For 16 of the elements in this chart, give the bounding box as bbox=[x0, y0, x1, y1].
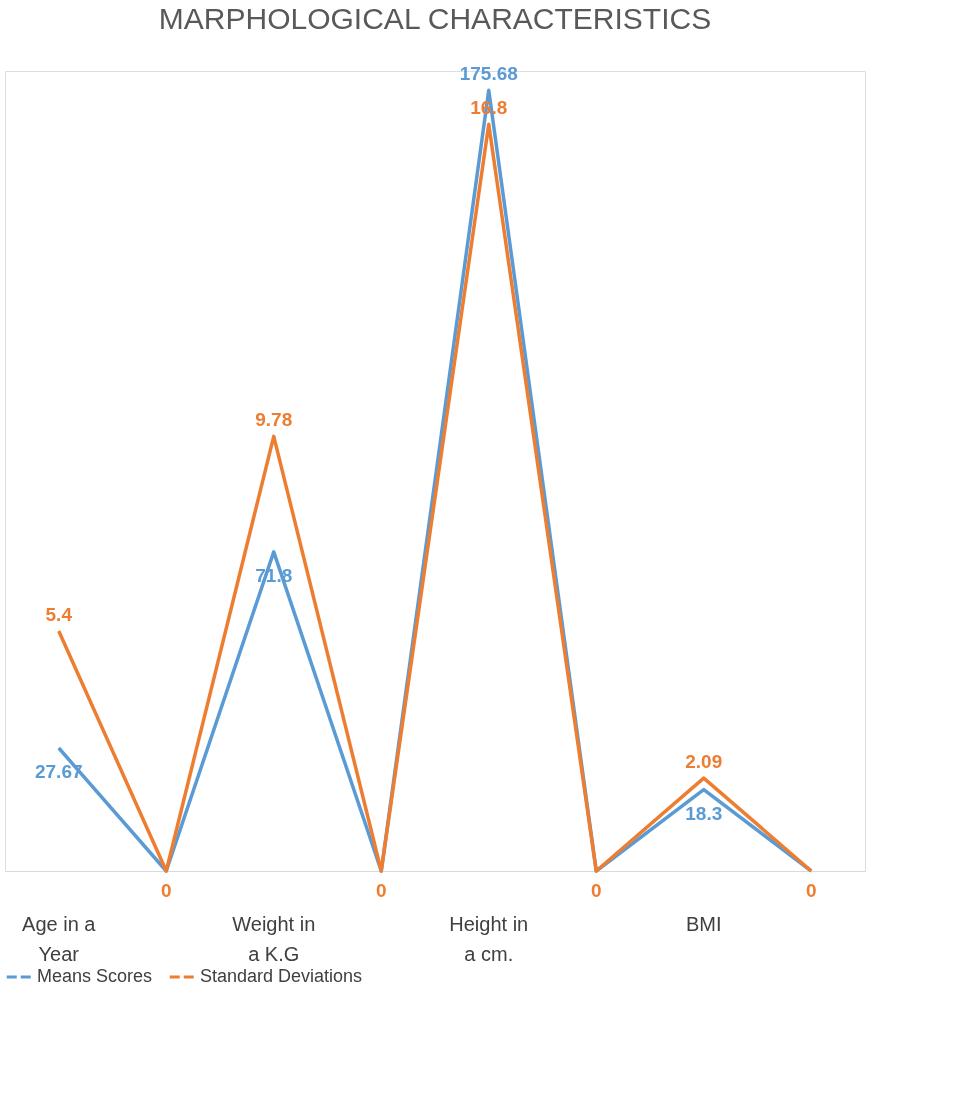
data-label: 0 bbox=[590, 880, 602, 901]
x-tick-label: Weight in a K.G bbox=[232, 913, 316, 965]
legend-label: Standard Deviations bbox=[200, 966, 363, 986]
x-tick-label: Age in a Year bbox=[22, 913, 97, 965]
data-label: 0 bbox=[375, 880, 387, 901]
legend-label: Means Scores bbox=[37, 966, 153, 986]
x-tick-label: BMI bbox=[685, 913, 722, 935]
data-label: 9.78 bbox=[255, 409, 293, 431]
data-label: 0 bbox=[805, 880, 817, 901]
data-label: 5.4 bbox=[45, 604, 73, 625]
data-label: 175.68 bbox=[459, 63, 518, 85]
x-tick-label: Height in a cm. bbox=[449, 913, 529, 965]
data-label: 0 bbox=[160, 880, 172, 901]
data-label: 2.09 bbox=[685, 751, 723, 773]
chart-title: MARPHOLOGICAL CHARACTERISTICS bbox=[158, 2, 712, 36]
data-label: 18.3 bbox=[685, 802, 723, 824]
